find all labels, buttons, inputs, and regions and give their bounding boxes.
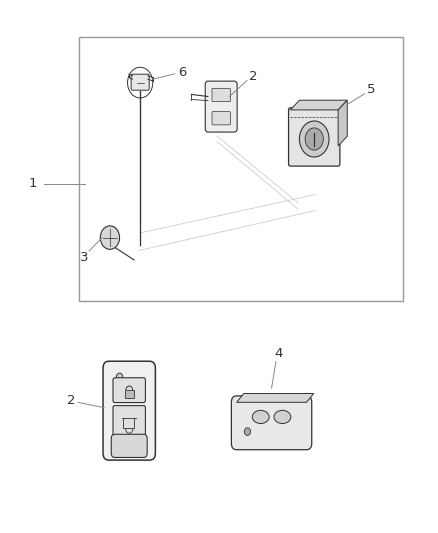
Ellipse shape bbox=[252, 410, 269, 424]
FancyBboxPatch shape bbox=[212, 88, 230, 102]
FancyBboxPatch shape bbox=[125, 390, 134, 398]
Text: 2: 2 bbox=[249, 70, 258, 83]
Circle shape bbox=[117, 373, 123, 381]
Polygon shape bbox=[338, 100, 347, 146]
Text: 5: 5 bbox=[367, 84, 376, 96]
FancyBboxPatch shape bbox=[205, 81, 237, 132]
Polygon shape bbox=[237, 393, 314, 402]
FancyBboxPatch shape bbox=[111, 434, 147, 457]
Circle shape bbox=[244, 428, 251, 435]
FancyBboxPatch shape bbox=[231, 396, 312, 450]
FancyBboxPatch shape bbox=[289, 108, 340, 166]
FancyBboxPatch shape bbox=[79, 37, 403, 301]
Ellipse shape bbox=[274, 410, 291, 424]
FancyBboxPatch shape bbox=[212, 111, 230, 125]
Text: 3: 3 bbox=[80, 252, 88, 264]
FancyBboxPatch shape bbox=[113, 406, 145, 442]
Text: 2: 2 bbox=[67, 394, 76, 407]
Text: 4: 4 bbox=[274, 347, 283, 360]
FancyBboxPatch shape bbox=[103, 361, 155, 460]
Text: 1: 1 bbox=[28, 177, 37, 190]
Circle shape bbox=[300, 121, 329, 157]
Polygon shape bbox=[290, 100, 347, 110]
Circle shape bbox=[100, 226, 120, 249]
FancyBboxPatch shape bbox=[113, 378, 145, 402]
FancyBboxPatch shape bbox=[131, 74, 149, 90]
Circle shape bbox=[305, 128, 323, 150]
Text: 6: 6 bbox=[178, 66, 186, 79]
